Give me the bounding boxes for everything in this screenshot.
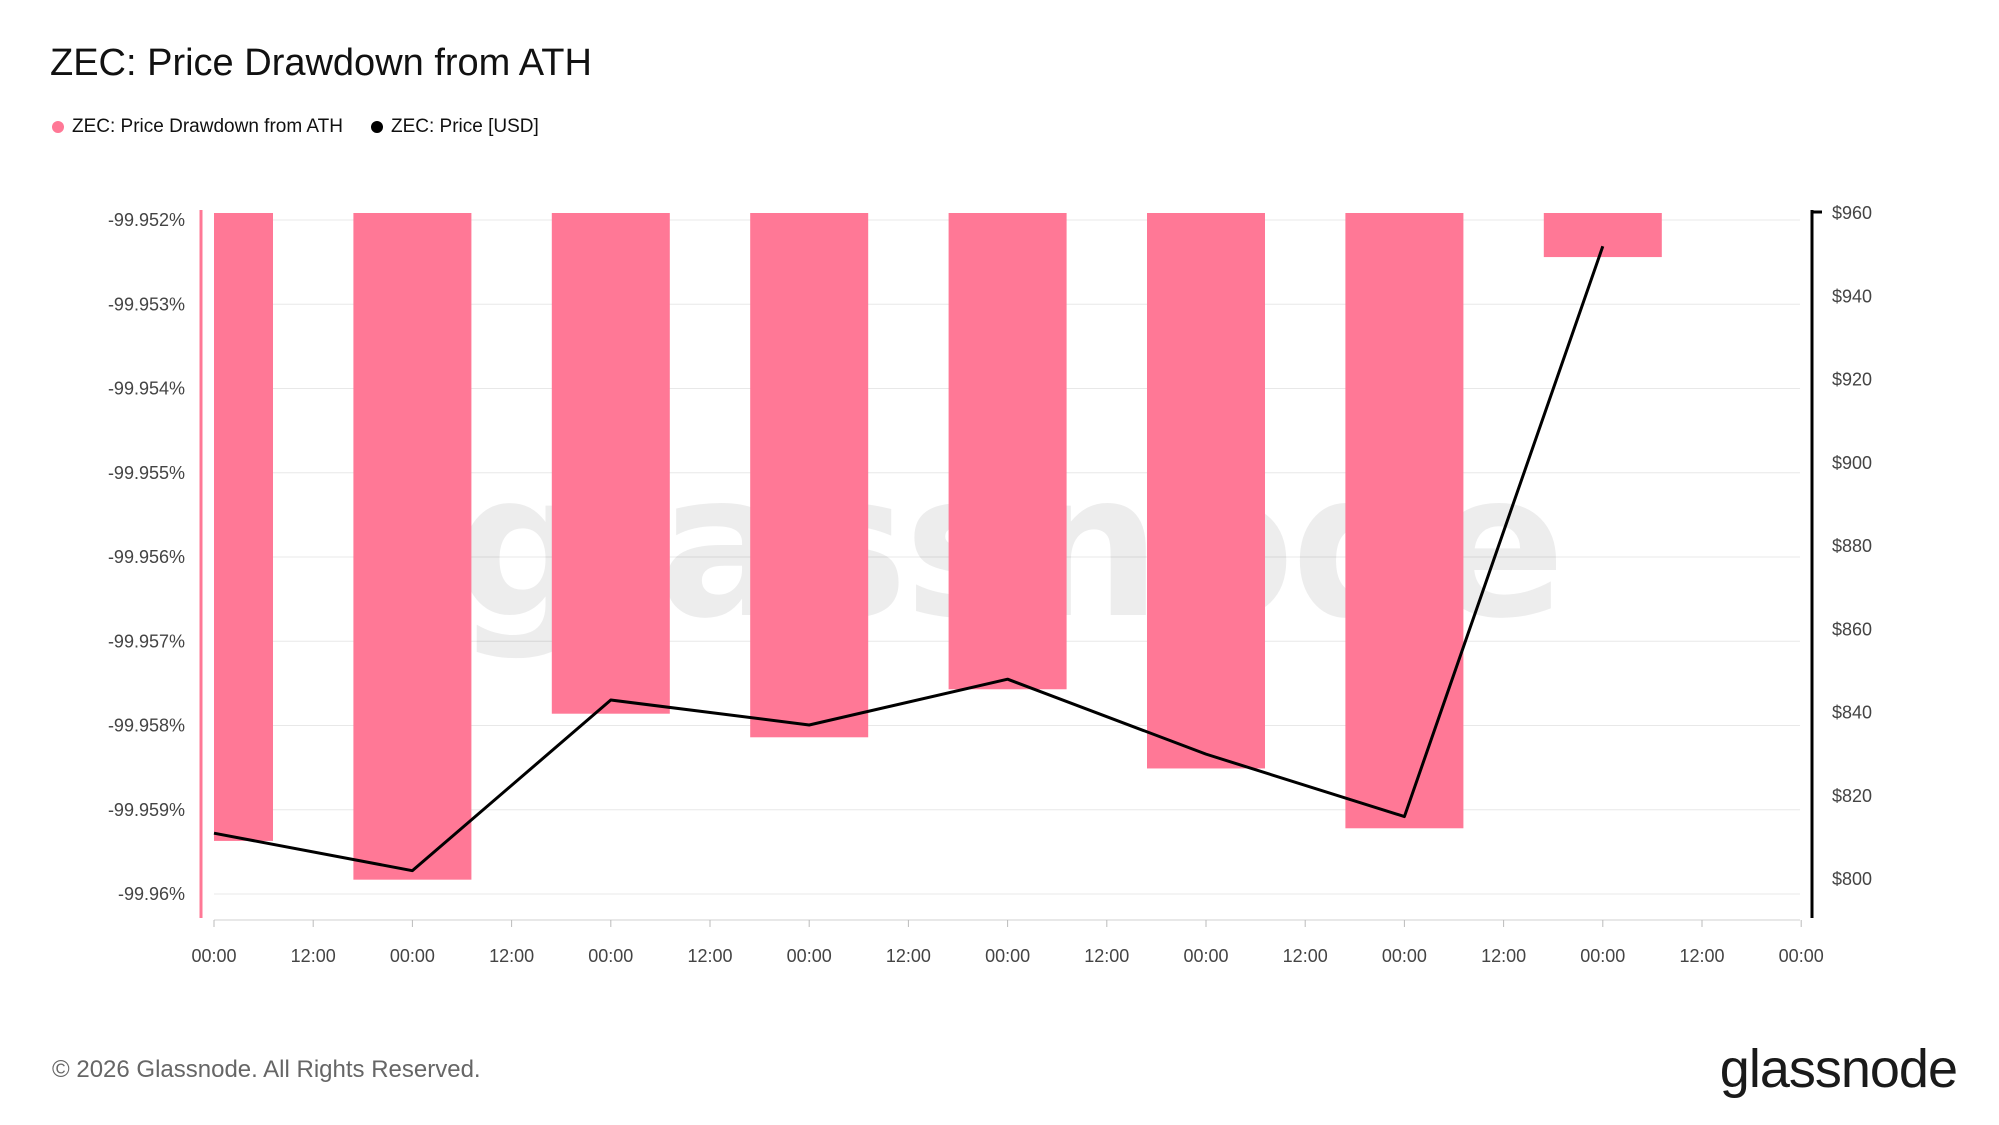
legend-item-price[interactable]: ZEC: Price [USD] [370, 116, 539, 138]
left-tick-label: -99.957% [108, 631, 185, 651]
left-tick-label: -99.955% [108, 463, 185, 483]
left-tick-label: -99.956% [108, 547, 185, 567]
legend-dot-price [370, 121, 383, 133]
x-tick-label: 12:00 [1679, 946, 1724, 966]
right-tick-label: $940 [1832, 286, 1872, 306]
glassnode-logo: glassnode [1719, 1039, 1958, 1099]
right-tick-label: $960 [1832, 203, 1872, 223]
right-tick-label: $920 [1832, 370, 1872, 390]
x-tick-label: 12:00 [489, 946, 534, 966]
drawdown-bar [1147, 213, 1265, 769]
x-tick-label: 00:00 [985, 946, 1030, 966]
drawdown-bar [353, 213, 472, 880]
line-series [213, 245, 1605, 873]
drawdown-bar [551, 213, 670, 714]
x-tick-label: 00:00 [1382, 946, 1427, 966]
bar-series [214, 213, 1662, 880]
x-tick-label: 12:00 [291, 946, 336, 966]
x-tick-label: 00:00 [588, 946, 633, 966]
legend-label-price: ZEC: Price [USD] [390, 116, 539, 137]
x-tick-label: 12:00 [1084, 946, 1129, 966]
x-axis-ticks: 00:00 12:00 00:00 12:00 00:00 12:00 00:00 12:00… [191, 920, 1824, 966]
left-tick-label: -99.952% [108, 210, 185, 230]
drawdown-bar [214, 213, 273, 841]
x-tick-label: 00:00 [787, 946, 832, 966]
right-tick-label: $860 [1832, 619, 1872, 639]
legend-label-drawdown: ZEC: Price Drawdown from ATH [72, 116, 343, 137]
x-tick-label: 12:00 [1283, 946, 1328, 966]
x-tick-label: 00:00 [390, 946, 435, 966]
left-tick-label: -99.953% [108, 294, 185, 314]
legend-dot-drawdown [52, 121, 64, 133]
drawdown-bar [948, 213, 1067, 690]
x-tick-label: 00:00 [1183, 946, 1228, 966]
legend-item-drawdown[interactable]: ZEC: Price Drawdown from ATH [52, 116, 343, 138]
drawdown-bar [1345, 213, 1464, 829]
right-tick-label: $820 [1832, 786, 1872, 806]
x-tick-label: 12:00 [1481, 946, 1526, 966]
x-tick-label: 00:00 [1580, 946, 1625, 966]
drawdown-bar [750, 213, 869, 738]
right-tick-label: $880 [1832, 536, 1872, 556]
x-tick-label: 12:00 [886, 946, 931, 966]
right-axis-ticks: $960 $940 $920 $900 $880 $860 $840 $820 $800 [1832, 203, 1872, 889]
x-tick-label: 12:00 [687, 946, 732, 966]
chart-legend: ZEC: Price Drawdown from ATH ZEC: Price … [52, 116, 567, 138]
right-tick-label: $840 [1832, 703, 1872, 723]
x-tick-label: 00:00 [1779, 946, 1824, 966]
left-axis-ticks: -99.952% -99.953% -99.954% -99.955% -99.956%… [108, 210, 185, 904]
chart-title: ZEC: Price Drawdown from ATH [50, 42, 592, 84]
left-tick-label: -99.954% [108, 379, 185, 399]
right-tick-label: $800 [1832, 869, 1872, 889]
left-tick-label: -99.958% [108, 716, 185, 736]
left-tick-label: -99.959% [108, 800, 185, 820]
copyright-footer: © 2026 Glassnode. All Rights Reserved. [52, 1056, 481, 1083]
right-tick-label: $900 [1832, 453, 1872, 473]
x-tick-label: 00:00 [191, 946, 236, 966]
axes [199, 210, 1822, 921]
price-line [213, 245, 1605, 873]
left-tick-label: -99.96% [118, 884, 185, 904]
